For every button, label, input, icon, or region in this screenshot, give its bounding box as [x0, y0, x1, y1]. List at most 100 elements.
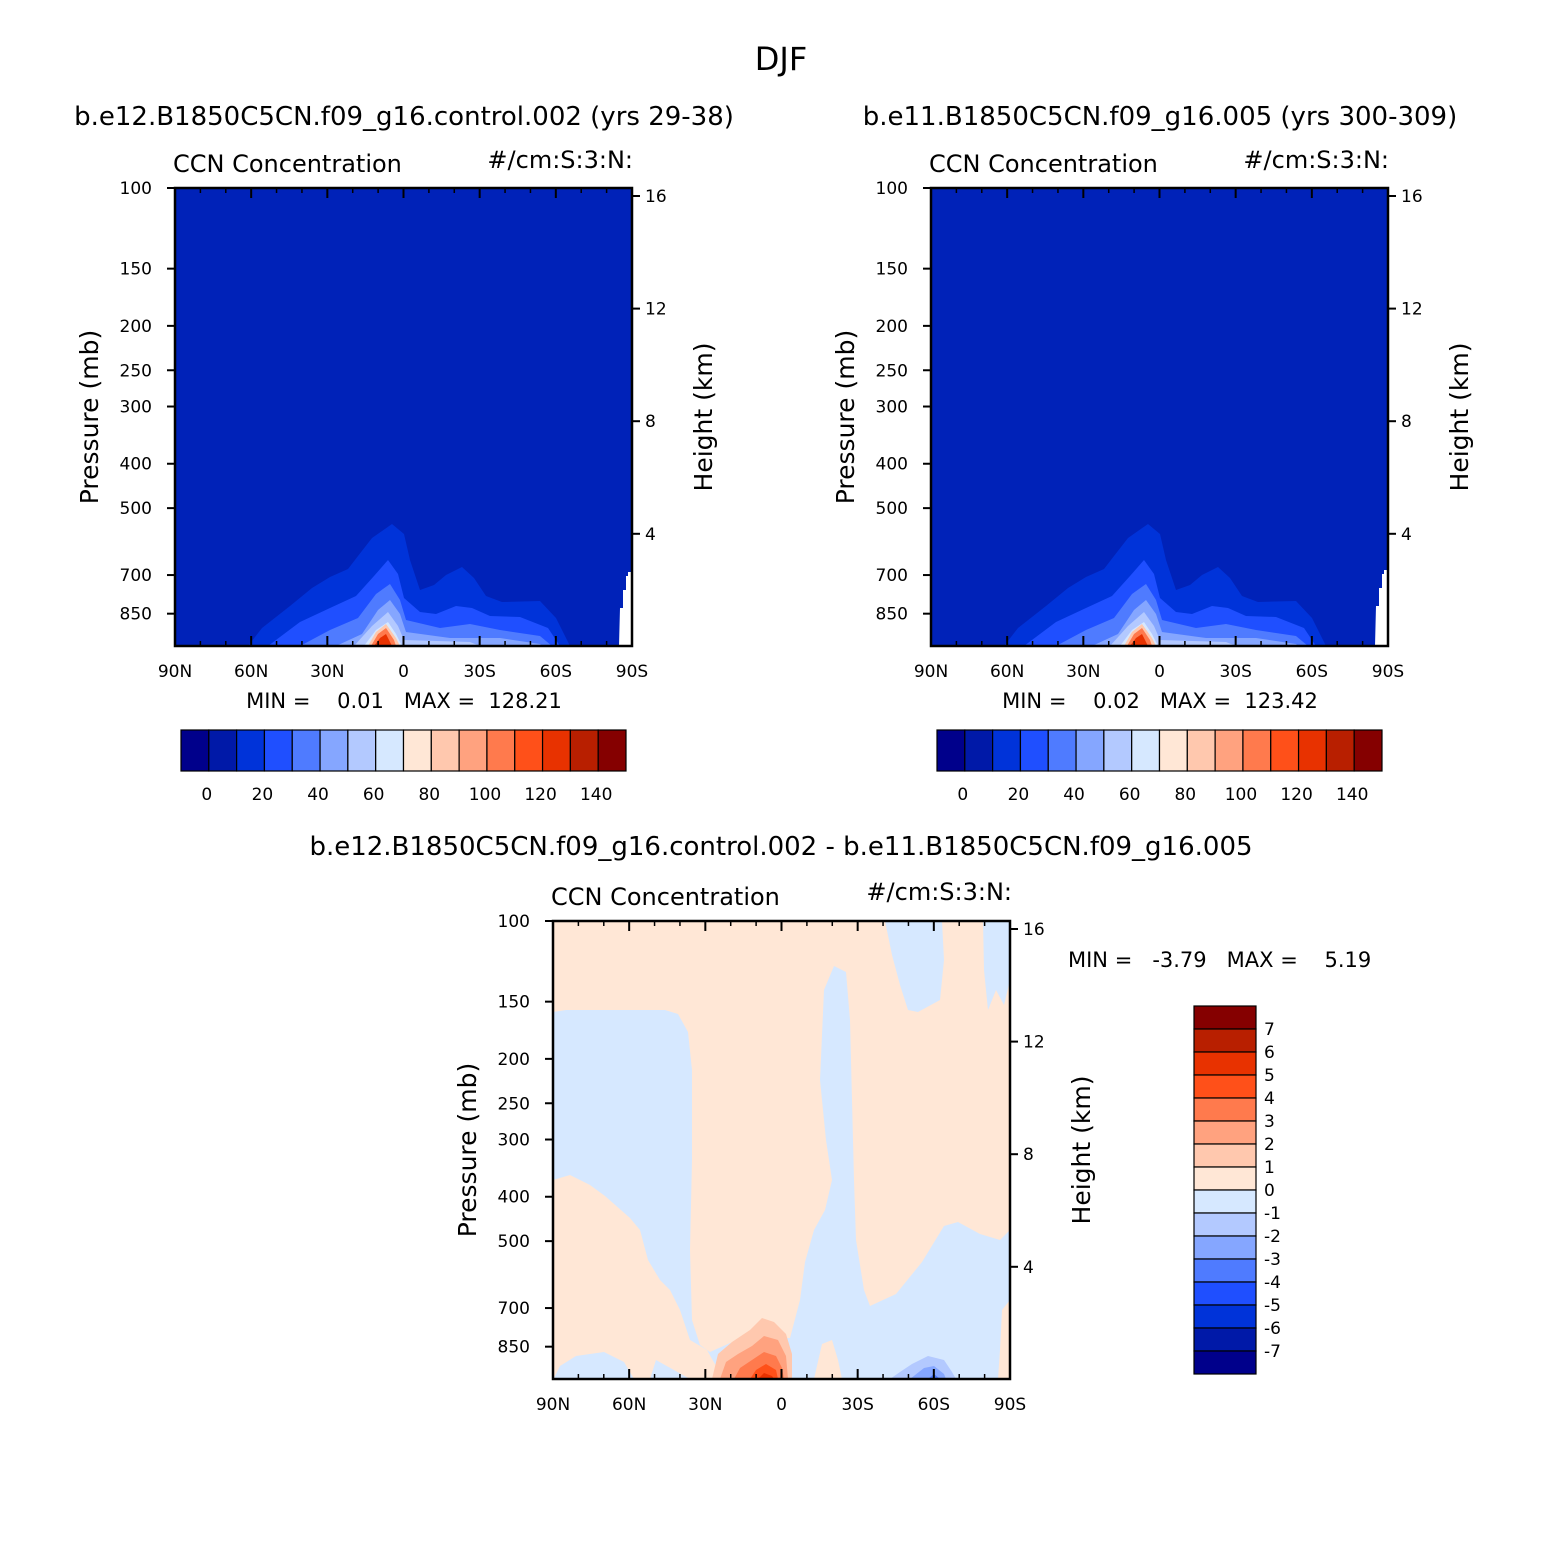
- y-axis-label: Pressure (mb): [75, 330, 104, 504]
- units-label: #/cm:S:3:N:: [1243, 146, 1389, 174]
- colorbar-label: 120: [524, 785, 556, 805]
- x-tick-label: 90N: [158, 662, 192, 682]
- colorbar-label: -5: [1264, 1296, 1281, 1316]
- x-axis-ticks: 90N 60N 30N 0 30S 60S 90S: [914, 188, 1404, 682]
- y-tick-label: 850: [876, 605, 908, 625]
- x-axis-ticks: 90N 60N 30N 0 30S 60S 90S: [536, 921, 1026, 1415]
- colorbar-label: -6: [1264, 1319, 1281, 1339]
- y-tick-label: 500: [120, 499, 152, 519]
- y-tick-label: 150: [498, 993, 530, 1013]
- colorbar-swatch: [964, 729, 994, 772]
- y2-axis-label: Height (km): [1445, 343, 1474, 492]
- x-tick-label: 60S: [540, 662, 572, 682]
- contour-field: [931, 188, 1388, 646]
- y2-tick-label: 16: [1401, 187, 1423, 207]
- colorbar-label: 140: [580, 785, 612, 805]
- y-tick-label: 700: [498, 1299, 530, 1319]
- y-tick-label: 500: [498, 1232, 530, 1252]
- colorbar-swatch: [992, 729, 1022, 772]
- y-tick-label: 500: [876, 499, 908, 519]
- colorbar-swatch: [208, 729, 238, 772]
- y-axis-label: Pressure (mb): [831, 330, 860, 504]
- y-tick-label: 400: [498, 1188, 530, 1208]
- colorbar-label: 7: [1264, 1020, 1275, 1040]
- y2-tick-label: 12: [645, 300, 667, 320]
- colorbar-label: 2: [1264, 1135, 1275, 1155]
- units-label: #/cm:S:3:N:: [487, 146, 633, 174]
- y-axis-ticks: 100 150 200 250 300 400 500 700 850: [876, 179, 931, 625]
- colorbar-label: 20: [1008, 785, 1030, 805]
- colorbar-label: 80: [1174, 785, 1196, 805]
- colorbar-swatch: [1193, 1304, 1257, 1329]
- y2-tick-label: 12: [1401, 300, 1423, 320]
- x-tick-label: 30S: [463, 662, 495, 682]
- colorbar-label: 100: [1225, 785, 1257, 805]
- min-max-stats: MIN = 0.02 MAX = 123.42: [1002, 689, 1318, 713]
- y2-tick-label: 12: [1023, 1033, 1045, 1053]
- y-tick-label: 400: [120, 455, 152, 475]
- panel-reference: b.e11.B1850C5CN.f09_g16.005 (yrs 300-309…: [831, 102, 1474, 805]
- colorbar-swatch: [1325, 729, 1355, 772]
- colorbar-swatch: [1193, 1120, 1257, 1145]
- colorbar-label: -2: [1264, 1227, 1281, 1247]
- min-max-stats: MIN = 0.01 MAX = 128.21: [246, 689, 562, 713]
- x-tick-label: 90S: [994, 1395, 1026, 1415]
- colorbar-swatch: [1193, 1327, 1257, 1352]
- y-tick-label: 850: [120, 605, 152, 625]
- colorbar-swatch: [1193, 1051, 1257, 1076]
- colorbar: 0 20 40 60 80 100 120 140: [936, 729, 1383, 805]
- colorbar-swatch: [263, 729, 293, 772]
- x-tick-label: 0: [776, 1395, 787, 1415]
- panel-title: b.e11.B1850C5CN.f09_g16.005 (yrs 300-309…: [863, 102, 1457, 132]
- colorbar-swatch: [1019, 729, 1049, 772]
- colorbar-swatch: [597, 729, 627, 772]
- colorbar-label: 60: [1119, 785, 1141, 805]
- colorbar-swatch: [1193, 1258, 1257, 1283]
- y-tick-label: 300: [120, 398, 152, 418]
- y-tick-label: 100: [498, 912, 530, 932]
- colorbar-swatch: [1242, 729, 1272, 772]
- y-tick-label: 100: [120, 179, 152, 199]
- y-axis-ticks: 100 150 200 250 300 400 500 700 850: [498, 912, 553, 1358]
- x-axis-ticks: 90N 60N 30N 0 30S 60S 90S: [158, 188, 648, 682]
- x-tick-label: 90S: [616, 662, 648, 682]
- colorbar-label: 1: [1264, 1158, 1275, 1178]
- colorbar-swatch: [936, 729, 966, 772]
- x-tick-label: 60N: [612, 1395, 646, 1415]
- colorbar-label: 20: [252, 785, 274, 805]
- colorbar-label: 100: [469, 785, 501, 805]
- x-tick-label: 0: [1154, 662, 1165, 682]
- colorbar-label: 0: [957, 785, 968, 805]
- colorbar-label: 80: [418, 785, 440, 805]
- y-tick-label: 250: [120, 361, 152, 381]
- x-tick-label: 30S: [841, 1395, 873, 1415]
- colorbar-label: 140: [1336, 785, 1368, 805]
- colorbar-label: -7: [1264, 1342, 1281, 1362]
- colorbar-swatch: [1193, 1350, 1257, 1375]
- x-tick-label: 60S: [918, 1395, 950, 1415]
- colorbar-swatch: [1193, 1005, 1257, 1030]
- panel-difference: b.e12.B1850C5CN.f09_g16.control.002 - b.…: [309, 832, 1371, 1415]
- panel-control: b.e12.B1850C5CN.f09_g16.control.002 (yrs…: [74, 102, 734, 805]
- colorbar-swatch: [347, 729, 377, 772]
- colorbar-swatch: [1270, 729, 1300, 772]
- contour-field: [553, 921, 1010, 1380]
- colorbar-swatch: [458, 729, 488, 772]
- y-axis-ticks: 100 150 200 250 300 400 500 700 850: [120, 179, 175, 625]
- colorbar-swatch: [541, 729, 571, 772]
- colorbar-swatch: [1193, 1189, 1257, 1214]
- y2-tick-label: 4: [1023, 1258, 1034, 1278]
- x-tick-label: 30N: [310, 662, 344, 682]
- colorbar-label: 0: [1264, 1181, 1275, 1201]
- colorbar-swatch: [1158, 729, 1188, 772]
- y-tick-label: 200: [876, 317, 908, 337]
- y2-axis-label: Height (km): [689, 343, 718, 492]
- x-tick-label: 60N: [234, 662, 268, 682]
- panel-title: b.e12.B1850C5CN.f09_g16.control.002 (yrs…: [74, 102, 734, 132]
- colorbar-swatch: [1131, 729, 1161, 772]
- colorbar-swatch: [1047, 729, 1077, 772]
- colorbar-swatch: [1214, 729, 1244, 772]
- y-tick-label: 300: [498, 1131, 530, 1151]
- x-tick-label: 60S: [1296, 662, 1328, 682]
